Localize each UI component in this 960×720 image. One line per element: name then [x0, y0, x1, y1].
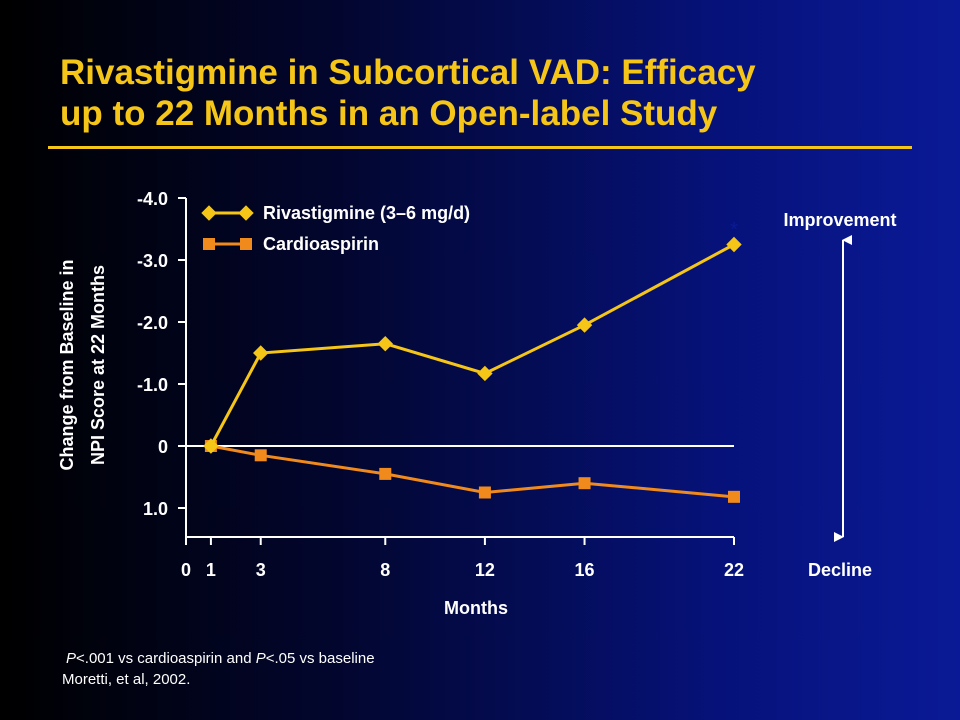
slide-title: Rivastigmine in Subcortical VAD: Efficac… [60, 52, 920, 134]
axes: -4.0-3.0-2.0-1.001.00 1 3 8 12 16 22 [137, 189, 744, 580]
footnote-text-2: <.05 vs baseline [265, 650, 375, 667]
cardioaspirin-point [728, 490, 740, 503]
citation: Moretti, et al, 2002. [62, 671, 191, 688]
y-tick-label: -2.0 [137, 313, 168, 333]
x-tick-label: 16 [575, 560, 595, 580]
legend: Rivastigmine (3–6 mg/d) Cardioaspirin [201, 203, 470, 254]
rivastigmine-point [576, 317, 593, 333]
cardioaspirin-point [379, 467, 392, 480]
rivastigmine-series [203, 236, 742, 454]
y-axis-label-line-1: Change from Baseline in [57, 259, 77, 470]
x-tick-label: 0 [181, 560, 191, 580]
footnote-p1: P [66, 650, 77, 667]
y-tick-label: -4.0 [137, 189, 168, 209]
rivastigmine-point [726, 236, 742, 253]
x-axis-label: Months [444, 598, 508, 618]
title-line-1: Rivastigmine in Subcortical VAD: Efficac… [60, 53, 756, 92]
rivastigmine-point [203, 438, 219, 454]
footnote-p2: P [255, 650, 266, 667]
title-line-2: up to 22 Months in an Open-label Study [60, 94, 718, 133]
decline-label: Decline [808, 560, 872, 580]
x-tick-label: 22 [724, 560, 744, 580]
x-tick-label: 8 [380, 560, 390, 580]
y-axis-label-line-2: NPI Score at 22 Months [88, 265, 108, 465]
legend-rivastigmine-marker [201, 205, 217, 221]
improvement-label: Improvement [783, 210, 896, 230]
footnote: P<.001 vs cardioaspirin and P<.05 vs bas… [66, 650, 375, 667]
y-tick-label: -1.0 [137, 375, 168, 395]
y-tick-label: 0 [158, 437, 168, 457]
legend-rivastigmine-marker [238, 205, 254, 221]
x-tick-label: 3 [256, 560, 266, 580]
footnote-text-1: <.001 vs cardioaspirin and [76, 650, 256, 667]
title-underline [48, 146, 912, 149]
series-layer [203, 236, 742, 503]
rivastigmine-line [209, 243, 735, 447]
cardioaspirin-series [204, 440, 740, 503]
cardioaspirin-line [210, 444, 735, 499]
rivastigmine-point [477, 365, 493, 382]
cardioaspirin-point [254, 449, 267, 462]
x-tick-label: 1 [206, 560, 216, 580]
legend-rivastigmine-label: Rivastigmine (3–6 mg/d) [263, 203, 470, 223]
cardioaspirin-point [578, 477, 591, 490]
legend-cardioaspirin-label: Cardioaspirin [263, 234, 379, 254]
y-tick-label: 1.0 [143, 499, 168, 519]
legend-cardioaspirin-marker [203, 238, 215, 250]
legend-cardioaspirin-marker [240, 238, 252, 250]
significance-asterisk: * [730, 219, 738, 241]
x-tick-label: 12 [475, 560, 495, 580]
cardioaspirin-point [478, 486, 491, 499]
rivastigmine-point [377, 335, 393, 352]
y-tick-label: -3.0 [137, 251, 168, 271]
rivastigmine-point [253, 345, 269, 361]
